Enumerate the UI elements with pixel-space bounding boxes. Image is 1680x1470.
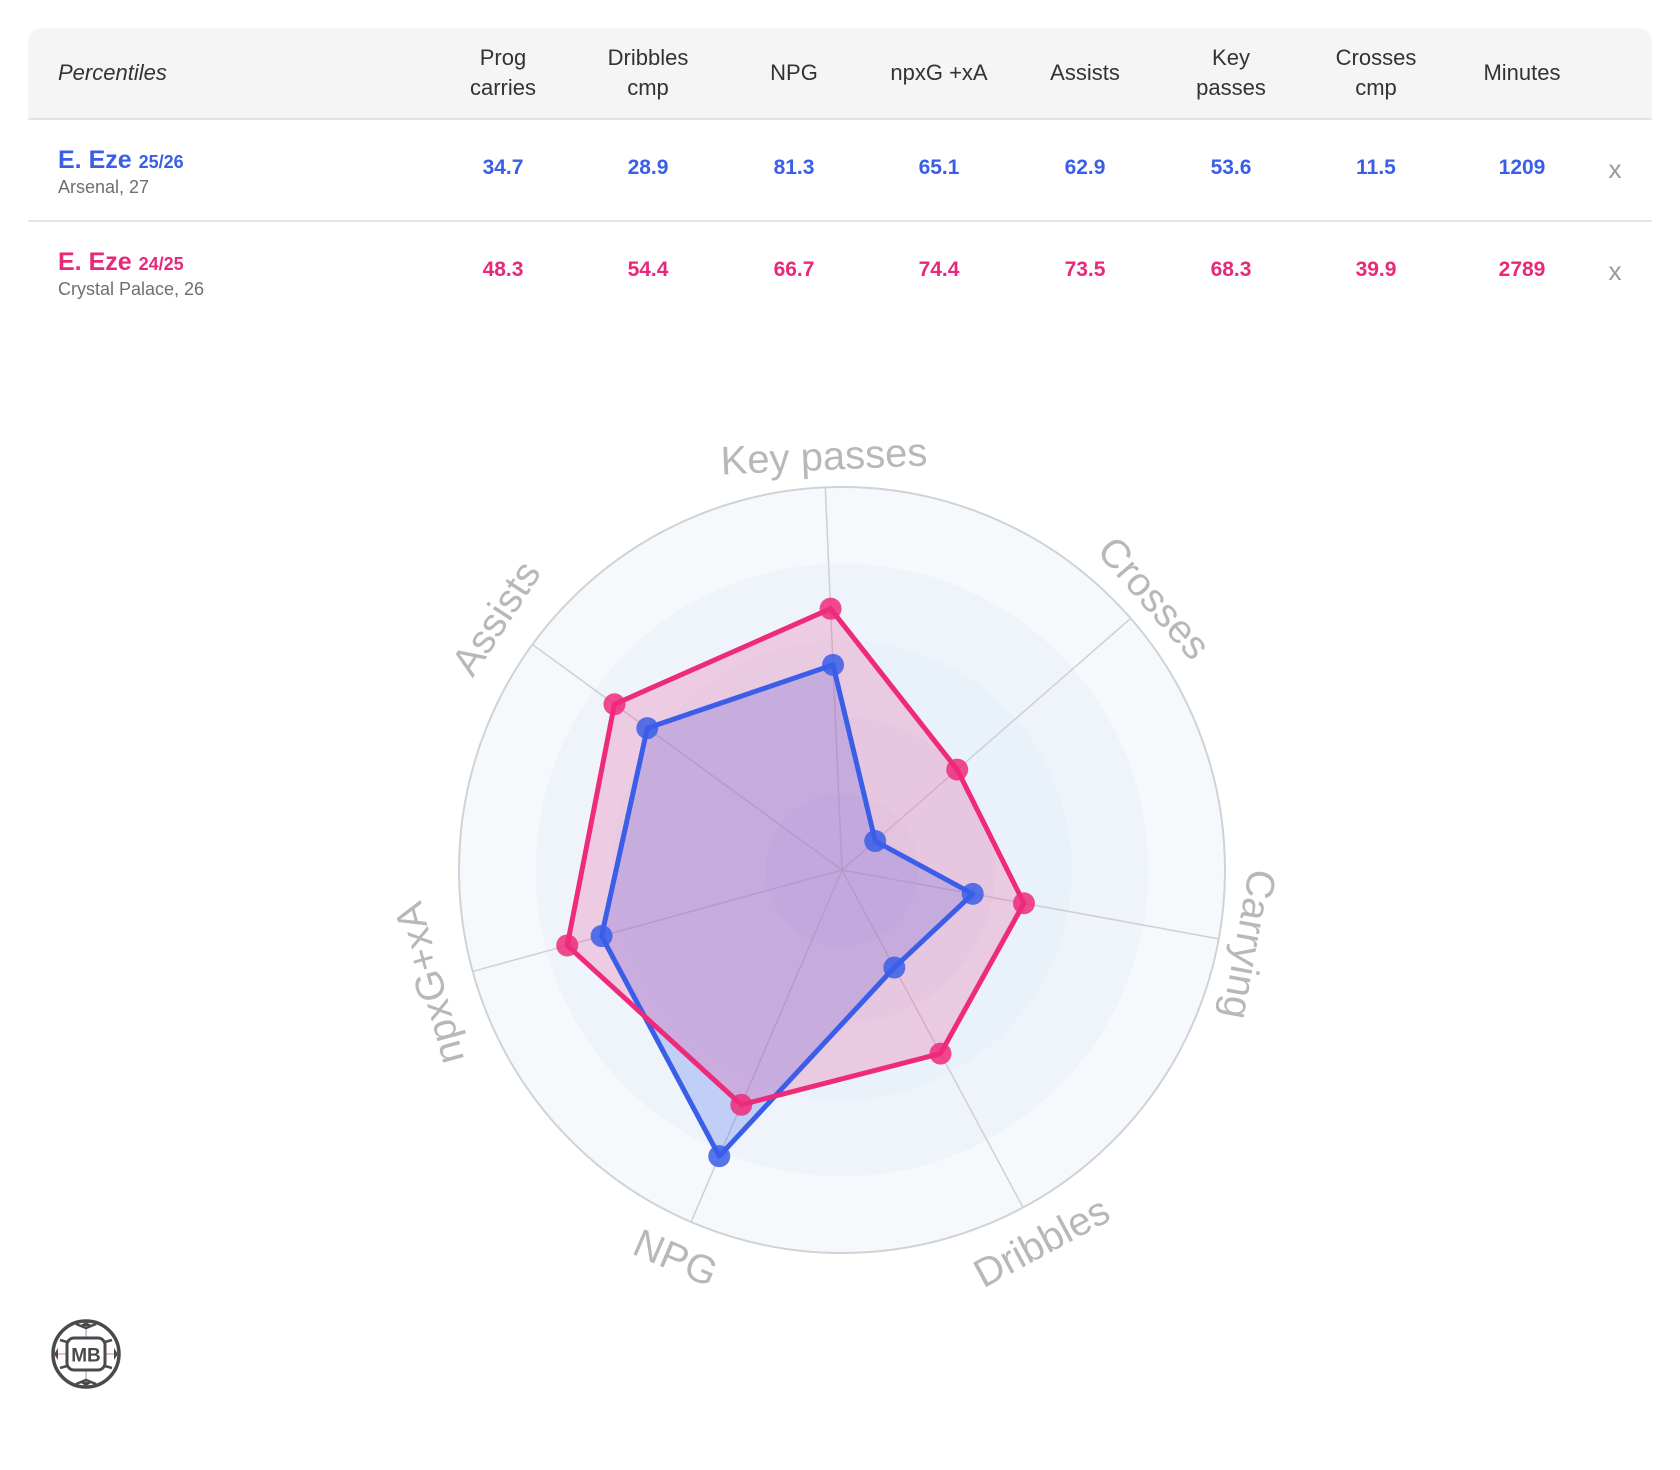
- value-npxg-xa: 65.1: [918, 156, 960, 179]
- radar-series-area: [601, 664, 973, 1157]
- value-minutes: 2789: [1498, 258, 1546, 281]
- radar-data-point[interactable]: [961, 882, 984, 905]
- radar-data-point[interactable]: [1012, 892, 1035, 915]
- soccer-ball-logo-icon: MB: [51, 1319, 121, 1389]
- radar-data-point[interactable]: [556, 934, 579, 957]
- player-club-age: Arsenal, 27: [58, 177, 150, 197]
- radar-axis-label: NPG: [627, 1221, 724, 1296]
- value-minutes: 1209: [1498, 156, 1546, 179]
- radar-data-point[interactable]: [819, 597, 842, 620]
- value-crosses-cmp: 39.9: [1355, 258, 1397, 281]
- player-name[interactable]: E. Eze 24/25: [58, 248, 184, 276]
- radar-data-point[interactable]: [946, 758, 969, 781]
- player-name[interactable]: E. Eze 25/26: [58, 146, 184, 174]
- player-info: E. Eze 24/25 Crystal Palace, 26: [58, 248, 204, 300]
- remove-player-button[interactable]: x: [1608, 256, 1622, 286]
- radar-spoke: [841, 869, 1024, 1208]
- value-dribbles-cmp: 28.9: [627, 156, 669, 179]
- player-season: 24/25: [138, 254, 184, 274]
- percentiles-table: Percentiles Prog carries Dribbles cmp NPG …: [28, 28, 1652, 322]
- radar-spoke: [472, 869, 843, 973]
- header-dribbles-cmp[interactable]: Dribbles cmp: [607, 45, 689, 100]
- radar-series: [556, 597, 1035, 1168]
- svg-text:MB: MB: [71, 1346, 101, 1367]
- mb-logo: MB: [50, 1318, 122, 1390]
- radar-data-point[interactable]: [636, 717, 659, 740]
- radar-data-point[interactable]: [929, 1042, 952, 1065]
- player-info: E. Eze 25/26 Arsenal, 27: [58, 146, 184, 198]
- radar-data-point[interactable]: [822, 653, 845, 676]
- header-npg[interactable]: NPG: [770, 60, 818, 85]
- value-npg: 66.7: [773, 258, 815, 281]
- radar-series-line: [599, 662, 976, 1159]
- header-minutes[interactable]: Minutes: [1483, 60, 1561, 85]
- radar-data-point[interactable]: [590, 925, 613, 948]
- header-assists[interactable]: Assists: [1050, 60, 1120, 85]
- table-row: E. Eze 25/26 Arsenal, 27 34.7 28.9 81.3 …: [28, 120, 1652, 220]
- player-season: 25/26: [138, 152, 184, 172]
- value-npxg-xa: 74.4: [918, 258, 960, 281]
- value-npg: 81.3: [773, 156, 815, 179]
- radar-series-area: [567, 608, 1024, 1105]
- remove-player-button[interactable]: x: [1608, 154, 1622, 184]
- radar-data-point[interactable]: [883, 956, 906, 979]
- value-prog-carries: 34.7: [482, 156, 524, 179]
- radar-spoke: [531, 643, 843, 871]
- value-prog-carries: 48.3: [482, 258, 524, 281]
- radar-axis-label: npxG+xA: [387, 897, 473, 1069]
- value-assists: 62.9: [1064, 156, 1106, 179]
- header-percentiles: Percentiles: [58, 60, 167, 85]
- header-prog-carries[interactable]: Prog carries: [469, 45, 536, 100]
- value-crosses-cmp: 11.5: [1356, 156, 1396, 179]
- radar-series-line: [564, 606, 1027, 1108]
- radar-spoke: [824, 487, 843, 871]
- radar-data-point[interactable]: [708, 1145, 731, 1168]
- value-dribbles-cmp: 54.4: [627, 258, 669, 281]
- radar-data-point[interactable]: [864, 830, 887, 853]
- table-row: E. Eze 24/25 Crystal Palace, 26 48.3 54.…: [28, 220, 1652, 322]
- value-assists: 73.5: [1064, 258, 1106, 281]
- player-club-age: Crystal Palace, 26: [58, 279, 205, 299]
- value-key-passes: 53.6: [1210, 156, 1252, 179]
- radar-axis-label: Key passes: [720, 430, 929, 483]
- header-crosses-cmp[interactable]: Crosses cmp: [1335, 45, 1417, 100]
- value-key-passes: 68.3: [1210, 258, 1252, 281]
- header-npxg-xa[interactable]: npxG +xA: [890, 60, 988, 85]
- radar-data-point[interactable]: [730, 1093, 753, 1116]
- header-key-passes[interactable]: Key passes: [1196, 45, 1266, 100]
- table-header: Percentiles Prog carries Dribbles cmp NPG …: [28, 28, 1652, 120]
- radar-spoke: [841, 617, 1132, 871]
- radar-data-point[interactable]: [603, 693, 626, 716]
